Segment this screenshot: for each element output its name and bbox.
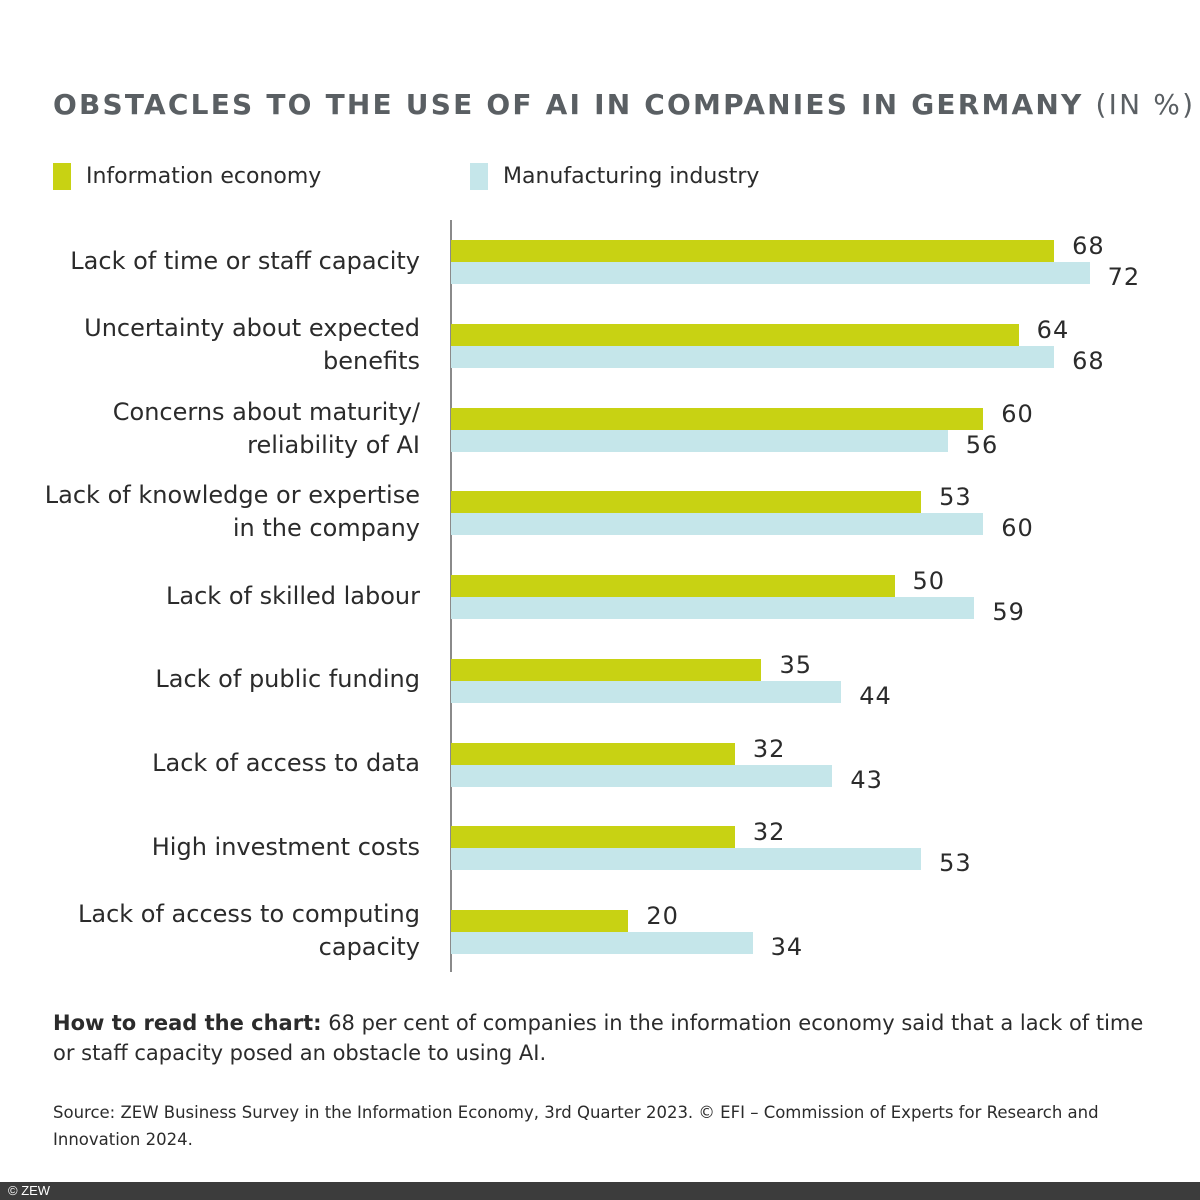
- bar-information-economy: [451, 407, 984, 430]
- bar-manufacturing: [451, 848, 922, 871]
- category-label: Lack of access to data: [152, 747, 420, 780]
- data-label: 60: [1001, 514, 1034, 543]
- data-label: 34: [770, 933, 804, 961]
- bar-manufacturing: [451, 932, 753, 954]
- category-label-line: Lack of knowledge or expertise: [44, 481, 420, 510]
- legend-item-information-economy: Information economy: [53, 163, 321, 190]
- data-label: 44: [859, 681, 892, 710]
- legend-swatch: [470, 163, 488, 190]
- data-label: 32: [752, 818, 786, 847]
- category-label-line: Lack of access to data: [152, 749, 420, 777]
- category-label-line: Lack of skilled labour: [166, 581, 420, 610]
- legend-label: Information economy: [86, 164, 322, 189]
- category-label-line: Lack of time or staff capacity: [70, 246, 420, 275]
- data-label: 32: [752, 734, 786, 763]
- legend-label: Manufacturing industry: [503, 164, 760, 189]
- bar-information-economy: [451, 323, 1019, 346]
- bar-information-economy: [451, 910, 629, 932]
- data-label: 72: [1107, 263, 1141, 291]
- data-label: 56: [965, 430, 999, 459]
- bar-information-economy: [451, 742, 735, 765]
- category-label-line: benefits: [322, 346, 420, 375]
- title-unit: (IN %): [1095, 88, 1196, 121]
- category-label-line: Lack of access to computing: [77, 900, 420, 928]
- bar-manufacturing: [451, 345, 1055, 368]
- title-text: OBSTACLES TO THE USE OF AI IN COMPANIES …: [53, 88, 1084, 121]
- category-label-line: in the company: [232, 514, 420, 543]
- category-label-line: Lack of public funding: [155, 665, 420, 694]
- data-label: 43: [850, 765, 883, 794]
- legend-item-manufacturing-industry: Manufacturing industry: [470, 163, 759, 190]
- category-label-line: Concerns about maturity/: [112, 397, 420, 426]
- category-label-line: High investment costs: [151, 832, 420, 861]
- category-label: High investment costs: [152, 831, 420, 864]
- bar-information-economy: [451, 491, 922, 514]
- bar-manufacturing: [451, 680, 842, 703]
- category-label: Concerns about maturity/reliability of A…: [113, 396, 420, 462]
- data-label: 64: [1036, 315, 1070, 344]
- data-label: 60: [1001, 399, 1034, 428]
- category-label: Lack of public funding: [155, 663, 420, 696]
- chart-title: OBSTACLES TO THE USE OF AI IN COMPANIES …: [53, 88, 1195, 121]
- bar-information-economy: [451, 658, 762, 681]
- category-label: Uncertainty about expected benefits: [84, 312, 420, 378]
- category-label-line: reliability of AI: [247, 430, 420, 459]
- data-label: 50: [912, 567, 946, 595]
- category-label: Lack of knowledge or expertise in the com…: [45, 479, 420, 545]
- bar-manufacturing: [451, 262, 1090, 284]
- bar-manufacturing: [451, 597, 975, 619]
- note-text: 68 per cent of companies in the informat…: [53, 1011, 1144, 1065]
- bar-manufacturing: [451, 429, 948, 452]
- data-label: 59: [992, 598, 1025, 626]
- bar-information-economy: [451, 575, 895, 597]
- data-label: 68: [1072, 346, 1105, 375]
- data-label: 53: [939, 849, 972, 878]
- category-label: Lack of skilled labour: [166, 580, 420, 613]
- note-heading: How to read the chart:: [53, 1011, 322, 1035]
- category-label-line: capacity: [318, 933, 420, 961]
- bar-information-economy: [451, 240, 1055, 262]
- data-label: 53: [939, 483, 972, 512]
- category-label: Lack of access to computing capacity: [78, 898, 420, 964]
- how-to-read-note: How to read the chart: 68 per cent of co…: [53, 1008, 1153, 1068]
- category-label-line: Uncertainty about expected: [84, 313, 420, 342]
- source-text: Source: ZEW Business Survey in the Infor…: [53, 1103, 1099, 1149]
- bar-manufacturing: [451, 764, 833, 787]
- category-label: Lack of time or staff capacity: [70, 245, 420, 278]
- data-label: 20: [646, 902, 679, 930]
- bar-information-economy: [451, 826, 735, 849]
- copyright-footer: © ZEW: [0, 1182, 1200, 1200]
- data-label: 68: [1072, 232, 1105, 260]
- legend-swatch: [53, 163, 71, 190]
- bar-manufacturing: [451, 513, 984, 536]
- data-label: 35: [779, 650, 812, 679]
